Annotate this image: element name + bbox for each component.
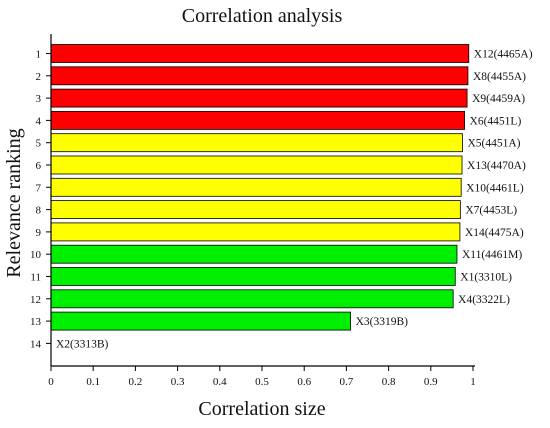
y-tick-label-6: 6: [36, 160, 42, 172]
y-tick-label-14: 14: [30, 338, 42, 350]
bar-label-14: X2(3313B): [56, 338, 109, 350]
y-tick-label-8: 8: [36, 205, 42, 217]
y-axis-label: Relevance ranking: [3, 128, 25, 277]
y-tick-label-5: 5: [36, 138, 42, 150]
bar-3: [50, 88, 468, 108]
bar-label-12: X4(3322L): [458, 294, 510, 306]
x-tick-label-7: 0.7: [340, 376, 354, 388]
x-tick-label-1: 0.1: [86, 376, 100, 388]
x-tick-label-2: 0.2: [129, 376, 143, 388]
y-tick-label-9: 9: [36, 227, 42, 239]
chart-title: Correlation analysis: [182, 5, 343, 27]
bar-label-10: X11(4461M): [462, 249, 522, 261]
x-tick-label-8: 0.8: [382, 376, 396, 388]
y-tick-label-1: 1: [36, 49, 42, 61]
bar-label-1: X12(4465A): [474, 49, 533, 61]
x-tick-label-0: 0: [48, 376, 54, 388]
y-tick-label-10: 10: [30, 249, 42, 261]
bar-11: [50, 267, 456, 286]
bar-label-3: X9(4459A): [472, 93, 525, 105]
bars-layer: X12(4465A) X8(4455A) X9(4459A) X6(4451L) X5(…: [50, 44, 533, 350]
y-tick-label-12: 12: [30, 294, 41, 306]
bar-1: [50, 44, 470, 63]
bar-label-8: X7(4453L): [465, 205, 517, 217]
bar-label-6: X13(4470A): [467, 160, 526, 172]
bar-4: [50, 111, 465, 130]
y-tick-label-11: 11: [30, 272, 41, 284]
bar-label-7: X10(4461L): [466, 182, 524, 194]
x-tick-label-3: 0.3: [171, 376, 185, 388]
y-tick-label-2: 2: [36, 71, 42, 83]
bar-5: [50, 133, 463, 153]
bar-12: [50, 289, 454, 309]
y-tick-label-4: 4: [36, 115, 42, 127]
y-tick-label-3: 3: [36, 93, 42, 105]
bar-6: [50, 155, 463, 175]
bar-9: [50, 222, 461, 242]
bar-10: [50, 244, 458, 264]
x-tick-label-9: 0.9: [424, 376, 438, 388]
x-axis-label: Correlation size: [198, 398, 325, 420]
x-tick-label-10: 1: [470, 376, 476, 388]
y-tick-label-7: 7: [36, 182, 42, 194]
bar-label-2: X8(4455A): [473, 71, 526, 83]
y-tick-label-13: 13: [30, 316, 42, 328]
x-tick-label-4: 0.4: [213, 376, 227, 388]
bar-label-13: X3(3319B): [356, 316, 409, 328]
bar-2: [50, 66, 469, 86]
bar-13: [50, 311, 352, 331]
bar-label-4: X6(4451L): [470, 115, 522, 127]
bar-8: [50, 200, 461, 220]
bar-label-9: X14(4475A): [465, 227, 524, 239]
x-tick-label-6: 0.6: [297, 376, 311, 388]
bar-label-11: X1(3310L): [460, 272, 512, 284]
bar-7: [50, 177, 462, 197]
bar-label-5: X5(4451A): [467, 138, 520, 150]
x-tick-label-5: 0.5: [255, 376, 269, 388]
